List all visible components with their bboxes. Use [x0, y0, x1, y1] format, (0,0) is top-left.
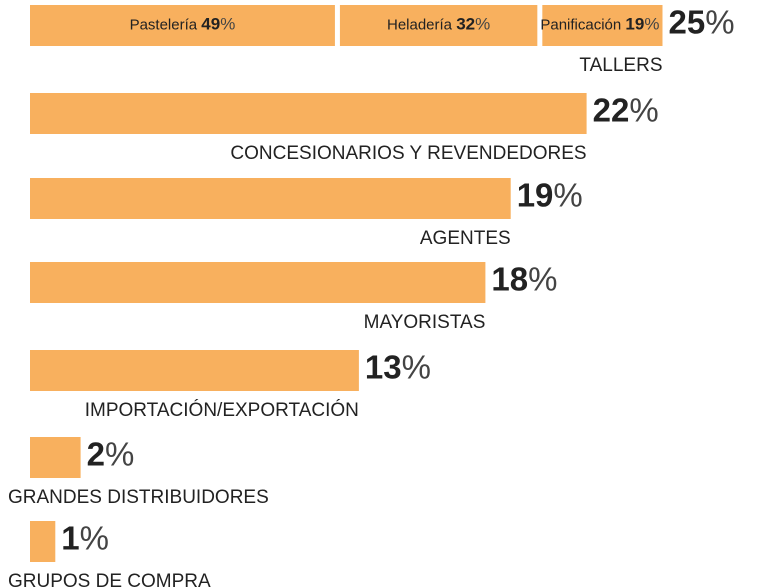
bar [30, 178, 511, 219]
category-label: GRUPOS DE COMPRA [8, 571, 211, 587]
value-label: 1% [61, 519, 109, 556]
category-label: TALLERS [579, 55, 662, 76]
bar-segment [542, 5, 663, 46]
segment-name: Panificación [540, 16, 621, 33]
category-label: AGENTES [420, 228, 511, 249]
category-label: IMPORTACIÓN/EXPORTACIÓN [85, 399, 359, 421]
value-label: 18% [491, 260, 557, 297]
value-label: 2% [87, 435, 135, 472]
value-label: 22% [593, 91, 659, 128]
category-label: MAYORISTAS [364, 312, 486, 333]
category-label: GRANDES DISTRIBUIDORES [8, 487, 269, 508]
segment-name: Heladería [387, 16, 453, 33]
bar-segment [30, 5, 335, 46]
bar [30, 262, 486, 303]
segment-label: Panificación 19% [540, 15, 659, 34]
segment-value: 19% [625, 15, 659, 34]
segment-label: Heladería 32% [387, 15, 490, 34]
bar-segment [339, 5, 538, 46]
segment-label: Pastelería 49% [130, 15, 236, 34]
value-label: 19% [517, 176, 583, 213]
value-label: 13% [365, 348, 431, 385]
bar [30, 521, 56, 562]
segment-value: 49% [201, 15, 235, 34]
bar [30, 350, 359, 391]
segment-value: 32% [456, 15, 490, 34]
category-label: CONCESIONARIOS Y REVENDEDORES [230, 143, 586, 164]
bar [30, 437, 81, 478]
bar [30, 93, 587, 134]
segment-name: Pastelería [130, 16, 198, 33]
value-label: 25% [669, 3, 735, 40]
